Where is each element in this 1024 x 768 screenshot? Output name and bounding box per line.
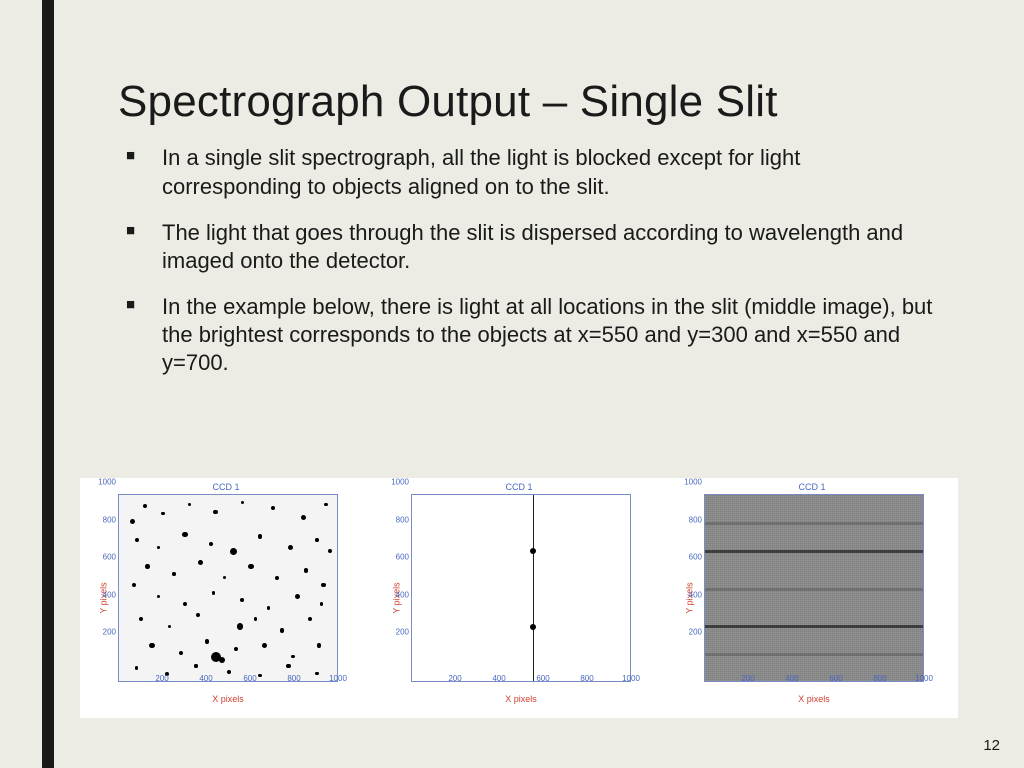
- figure-strip: CCD 1 Y pixels 2004006008001000 20040060…: [80, 478, 958, 718]
- star-point: [213, 510, 218, 515]
- star-point: [321, 583, 325, 587]
- spectrum-band-bright: [705, 625, 923, 628]
- star-point: [188, 503, 192, 507]
- star-point: [320, 602, 323, 605]
- star-point: [139, 617, 144, 622]
- plot-area-slit: [411, 494, 631, 682]
- panel-title: CCD 1: [672, 482, 952, 492]
- star-point: [291, 655, 295, 659]
- star-point: [237, 623, 243, 629]
- star-point: [219, 657, 225, 663]
- star-point: [161, 512, 164, 515]
- x-axis-label: X pixels: [411, 694, 631, 704]
- star-point: [209, 542, 213, 546]
- panel-starfield: CCD 1 Y pixels 2004006008001000 20040060…: [86, 482, 366, 714]
- star-point: [183, 602, 187, 606]
- star-point: [149, 643, 155, 649]
- star-point: [132, 583, 136, 587]
- star-point: [288, 545, 294, 551]
- y-ticks: 2004006008001000: [393, 482, 409, 670]
- star-point: [308, 617, 312, 621]
- star-point: [328, 549, 332, 553]
- slit-bright-object: [530, 624, 536, 630]
- bullet-item: In the example below, there is light at …: [152, 293, 938, 377]
- spectrum-band-faint: [705, 588, 923, 591]
- star-point: [168, 625, 171, 628]
- panel-title: CCD 1: [379, 482, 659, 492]
- star-point: [205, 639, 210, 644]
- star-point: [194, 664, 197, 667]
- star-point: [212, 591, 216, 595]
- x-ticks: 2004006008001000: [411, 674, 631, 686]
- bullet-item: The light that goes through the slit is …: [152, 219, 938, 275]
- star-point: [258, 534, 262, 538]
- slit-line: [533, 495, 534, 681]
- star-point: [234, 647, 238, 651]
- plot-area-spectrum: [704, 494, 924, 682]
- panel-title: CCD 1: [86, 482, 366, 492]
- star-point: [135, 666, 139, 670]
- star-point: [230, 548, 237, 555]
- x-ticks: 2004006008001000: [704, 674, 924, 686]
- star-point: [271, 506, 275, 510]
- bullet-list: In a single slit spectrograph, all the l…: [118, 144, 938, 377]
- star-point: [196, 613, 200, 617]
- star-point: [286, 664, 291, 669]
- panel-spectrum: CCD 1 Y pixels 2004006008001000 20040060…: [672, 482, 952, 714]
- slide-content: Spectrograph Output – Single Slit In a s…: [118, 78, 938, 395]
- star-point: [304, 568, 309, 573]
- star-point: [240, 598, 244, 602]
- star-point: [262, 643, 267, 648]
- plot-area-starfield: [118, 494, 338, 682]
- slide-title: Spectrograph Output – Single Slit: [118, 78, 938, 126]
- x-ticks: 2004006008001000: [118, 674, 338, 686]
- y-ticks: 2004006008001000: [100, 482, 116, 670]
- star-point: [280, 628, 284, 632]
- star-point: [157, 546, 160, 549]
- star-point: [241, 501, 244, 504]
- star-point: [275, 576, 279, 580]
- star-point: [248, 564, 254, 570]
- star-point: [172, 572, 176, 576]
- star-point: [135, 538, 139, 542]
- star-point: [145, 564, 149, 568]
- y-ticks: 2004006008001000: [686, 482, 702, 670]
- star-point: [130, 519, 135, 524]
- page-number: 12: [983, 737, 1000, 754]
- star-point: [295, 594, 300, 599]
- star-point: [198, 560, 203, 565]
- star-point: [324, 503, 328, 507]
- star-point: [223, 576, 226, 579]
- star-point: [301, 515, 306, 520]
- star-point: [143, 504, 147, 508]
- star-point: [317, 643, 321, 647]
- star-point: [254, 617, 258, 621]
- star-point: [179, 651, 183, 655]
- spectrum-band-faint: [705, 522, 923, 525]
- slit-bright-object: [530, 548, 536, 554]
- x-axis-label: X pixels: [704, 694, 924, 704]
- accent-bar: [42, 0, 54, 768]
- star-point: [182, 532, 188, 538]
- star-point: [157, 595, 160, 598]
- x-axis-label: X pixels: [118, 694, 338, 704]
- star-point: [267, 606, 271, 610]
- star-point: [315, 538, 319, 542]
- bullet-item: In a single slit spectrograph, all the l…: [152, 144, 938, 200]
- spectrum-band-bright: [705, 550, 923, 553]
- spectrum-band-faint: [705, 653, 923, 656]
- panel-slit: CCD 1 Y pixels 2004006008001000 20040060…: [379, 482, 659, 714]
